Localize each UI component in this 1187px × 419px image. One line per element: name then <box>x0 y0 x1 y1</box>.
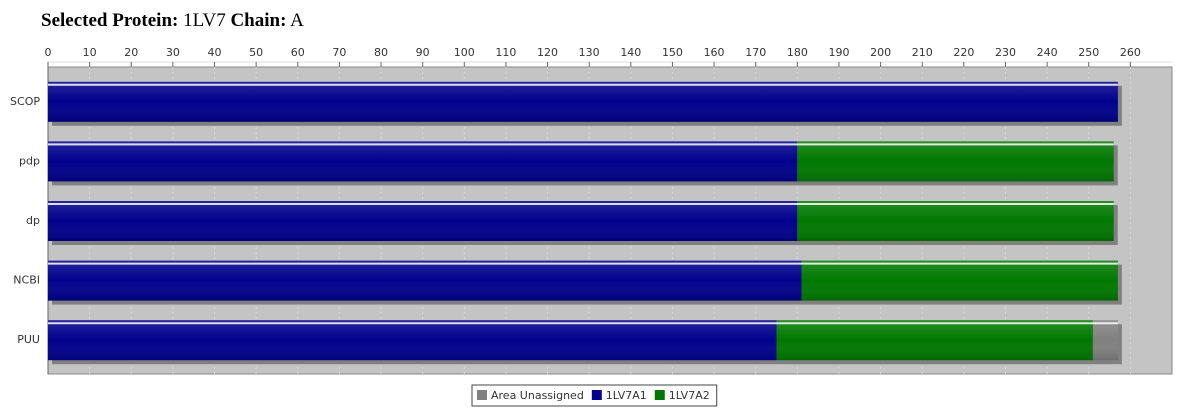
y-tick-label: pdp <box>19 154 40 167</box>
y-tick-label: SCOP <box>10 95 40 108</box>
x-tick-label: 20 <box>124 46 138 59</box>
bar-shine <box>48 141 798 182</box>
protein: 1LV7 <box>183 10 226 31</box>
x-tick-label: 30 <box>166 46 180 59</box>
bar-shine <box>801 260 1118 301</box>
legend-label: Area Unassigned <box>491 389 584 402</box>
legend-label: 1LV7A2 <box>669 389 710 402</box>
x-tick-label: 160 <box>704 46 725 59</box>
x-tick-label: 240 <box>1037 46 1058 59</box>
x-tick-label: 80 <box>374 46 388 59</box>
chain: A <box>290 10 304 31</box>
bar-shine <box>1092 320 1118 361</box>
y-tick-label: dp <box>26 214 40 227</box>
legend-swatch <box>591 390 602 400</box>
x-tick-label: 40 <box>208 46 222 59</box>
legend-swatch <box>654 390 665 400</box>
bar-shine <box>48 201 798 241</box>
x-tick-label: 70 <box>332 46 346 59</box>
x-tick-label: 140 <box>620 46 641 59</box>
bar-shine <box>48 81 1118 122</box>
x-tick-label: 210 <box>912 46 933 59</box>
bar-shine <box>48 260 802 301</box>
x-tick-label: 250 <box>1078 46 1099 59</box>
legend-swatch <box>477 390 487 400</box>
x-tick-label: 260 <box>1120 46 1141 59</box>
x-tick-label: 150 <box>662 46 683 59</box>
x-tick-label: 100 <box>454 46 475 59</box>
bar-shine <box>48 320 777 361</box>
x-tick-label: 190 <box>828 46 849 59</box>
bar-shine <box>797 141 1114 182</box>
y-tick-label: PUU <box>17 333 40 346</box>
x-tick-label: 10 <box>83 46 97 59</box>
protein-label: Selected Protein: <box>41 10 179 31</box>
x-tick-label: 170 <box>745 46 766 59</box>
x-tick-label: 120 <box>537 46 558 59</box>
legend: Area Unassigned 1LV7A1 1LV7A2 <box>471 384 718 407</box>
x-tick-label: 60 <box>291 46 305 59</box>
x-tick-label: 130 <box>579 46 600 59</box>
legend-label: 1LV7A1 <box>606 389 647 402</box>
bar-shine <box>776 320 1093 361</box>
chain-label: Chain: <box>230 10 287 31</box>
x-tick-label: 200 <box>870 46 891 59</box>
x-tick-label: 0 <box>45 46 52 59</box>
x-tick-label: 180 <box>787 46 808 59</box>
x-tick-label: 220 <box>953 46 974 59</box>
x-tick-label: 50 <box>249 46 263 59</box>
bar-shine <box>797 201 1114 241</box>
title: Selected Protein: 1LV7 Chain: A <box>41 10 304 32</box>
x-tick-label: 90 <box>416 46 430 59</box>
x-tick-label: 110 <box>495 46 516 59</box>
y-tick-label: NCBI <box>13 274 40 287</box>
x-tick-label: 230 <box>995 46 1016 59</box>
